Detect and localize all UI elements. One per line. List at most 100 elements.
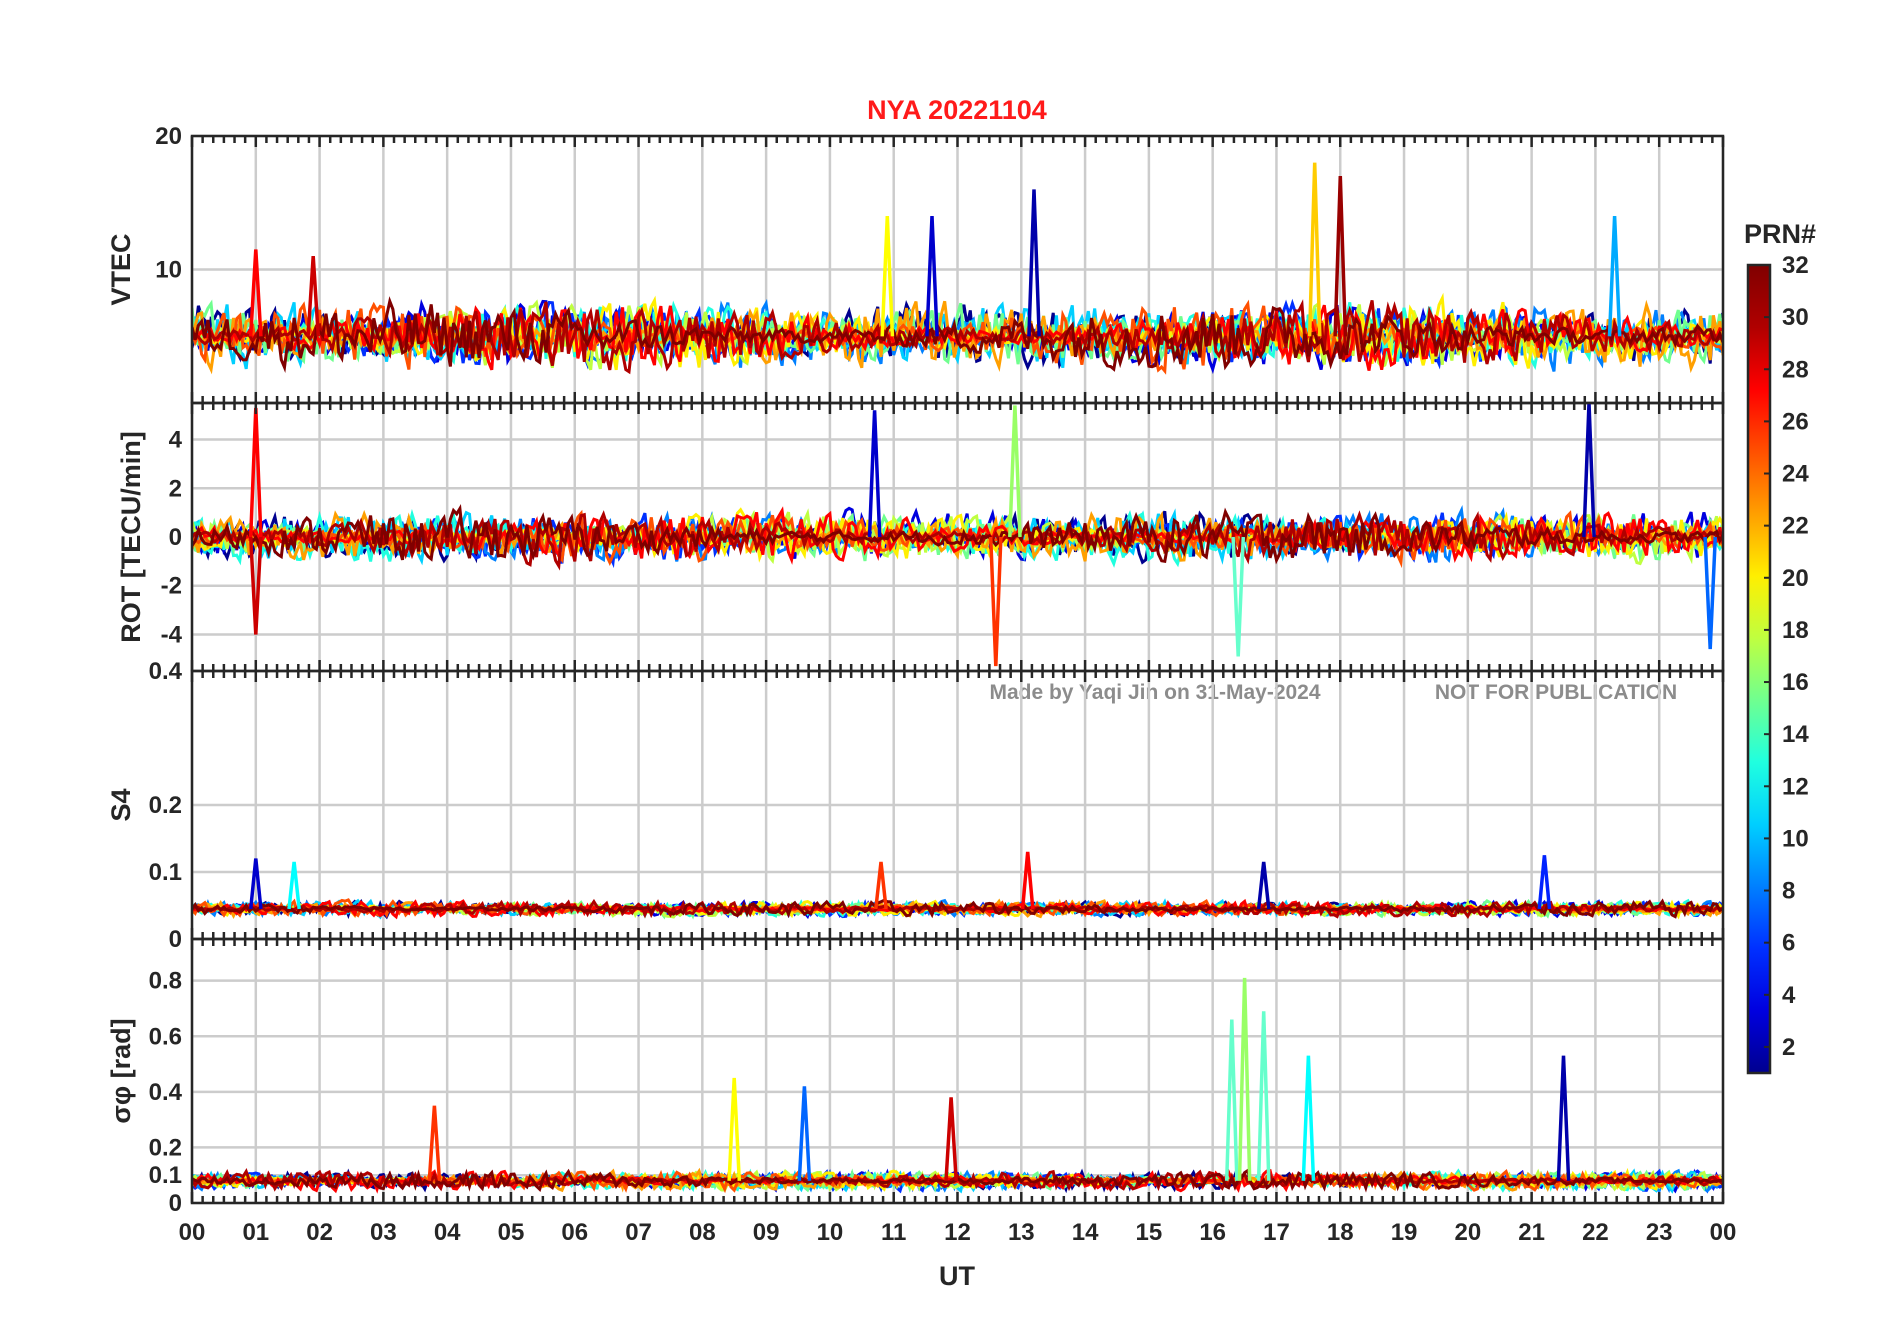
x-tick-labels: 00 01 02 03 04 05 06 07 08 09 10 11 12 13 14 15 16 17 18 19… bbox=[179, 1219, 1737, 1246]
y-tick-label: 0 bbox=[169, 524, 182, 551]
colorbar-tick-label: 26 bbox=[1782, 408, 1809, 435]
x-tick-label: 00 bbox=[1710, 1219, 1737, 1246]
y-tick-label: 0.2 bbox=[149, 792, 182, 819]
series-peak bbox=[248, 536, 263, 635]
y-tick-label: 0.8 bbox=[149, 968, 182, 995]
x-tick-label: 04 bbox=[434, 1219, 461, 1246]
x-tick-label: 08 bbox=[689, 1219, 716, 1246]
colorbar-tick-label: 16 bbox=[1782, 669, 1809, 696]
series-peak bbox=[925, 216, 939, 337]
series-group bbox=[192, 977, 1723, 1194]
watermark-notice: NOT FOR PUBLICATION bbox=[1435, 681, 1677, 704]
colorbar-tick-label: 20 bbox=[1782, 565, 1809, 592]
x-tick-label: 19 bbox=[1391, 1219, 1418, 1246]
x-tick-label: 22 bbox=[1582, 1219, 1609, 1246]
series-peak bbox=[727, 1077, 742, 1181]
series-peak bbox=[1607, 216, 1622, 337]
x-tick-label: 18 bbox=[1327, 1219, 1354, 1246]
x-tick-label: 02 bbox=[306, 1219, 333, 1246]
x-tick-label: 16 bbox=[1199, 1219, 1226, 1246]
series-peak bbox=[1703, 536, 1718, 650]
panel-s4: 0 0.1 0.2 0.4 S4 bbox=[106, 658, 1725, 953]
colorbar-tick-label: 8 bbox=[1782, 878, 1795, 905]
series-peak bbox=[427, 1105, 442, 1181]
colorbar-tick-label: 4 bbox=[1782, 982, 1796, 1009]
series-peak bbox=[248, 249, 263, 337]
y-tick-label: 0.1 bbox=[149, 859, 182, 886]
x-axis-label: UT bbox=[939, 1261, 975, 1291]
x-tick-label: 13 bbox=[1008, 1219, 1035, 1246]
series-peak bbox=[1301, 1055, 1316, 1181]
panel-vtec: 10 20 VTEC bbox=[106, 123, 1725, 405]
x-tick-label: 20 bbox=[1454, 1219, 1481, 1246]
watermark-author: Made by Yaqi Jin on 31-May-2024 bbox=[989, 681, 1320, 704]
y-tick-label: 0.4 bbox=[149, 1079, 183, 1106]
colorbar-tick-label: 24 bbox=[1782, 461, 1809, 488]
x-tick-label: 01 bbox=[242, 1219, 269, 1246]
series-line bbox=[192, 296, 1723, 374]
colorbar-tick-label: 2 bbox=[1782, 1034, 1795, 1061]
y-tick-label: 20 bbox=[155, 123, 182, 150]
colorbar-label: PRN# bbox=[1744, 219, 1816, 249]
series-peak bbox=[306, 255, 321, 337]
x-tick-label: 05 bbox=[498, 1219, 525, 1246]
series-peak bbox=[874, 861, 888, 910]
series-line bbox=[192, 898, 1723, 919]
x-ticks bbox=[190, 403, 1725, 671]
colorbar-tick-label: 14 bbox=[1782, 721, 1809, 748]
series-peak bbox=[1224, 1019, 1239, 1181]
series-peak bbox=[1020, 851, 1035, 910]
series-peak bbox=[797, 1086, 812, 1181]
x-tick-label: 23 bbox=[1646, 1219, 1673, 1246]
series-peak bbox=[1256, 1011, 1271, 1181]
x-ticks bbox=[190, 939, 1725, 1203]
colorbar-scale bbox=[1746, 263, 1772, 1075]
series-peak bbox=[248, 858, 263, 910]
series-peak bbox=[1237, 977, 1252, 1181]
y-tick-label: -4 bbox=[161, 621, 183, 648]
y-tick-label: 2 bbox=[169, 475, 182, 502]
y-axis-label: S4 bbox=[106, 788, 136, 821]
series-peak bbox=[988, 536, 1003, 667]
x-tick-label: 12 bbox=[944, 1219, 971, 1246]
series-line bbox=[192, 504, 1723, 565]
x-tick-label: 07 bbox=[625, 1219, 652, 1246]
x-tick-label: 10 bbox=[817, 1219, 844, 1246]
x-tick-label: 17 bbox=[1263, 1219, 1290, 1246]
series-line bbox=[192, 509, 1723, 569]
x-tick-label: 00 bbox=[179, 1219, 206, 1246]
y-tick-label: 0 bbox=[169, 1190, 182, 1217]
series-peak bbox=[1231, 536, 1246, 657]
chart-title: NYA 20221104 bbox=[867, 95, 1047, 125]
colorbar-tick-label: 6 bbox=[1782, 930, 1795, 957]
series-peak bbox=[944, 1097, 958, 1181]
colorbar-tick-label: 30 bbox=[1782, 304, 1809, 331]
panel-sigma_phi: 00.10.2 0.4 0.6 0.8 σφ [rad] bbox=[106, 937, 1725, 1217]
y-axis-label: VTEC bbox=[106, 233, 136, 305]
y-tick-label: 0.2 bbox=[149, 1134, 182, 1161]
grid bbox=[190, 671, 1725, 941]
y-tick-label: -2 bbox=[161, 573, 182, 600]
y-tick-label: 0 bbox=[169, 926, 182, 953]
colorbar-tick-label: 32 bbox=[1782, 252, 1809, 279]
series-peak bbox=[867, 410, 882, 538]
series-peak bbox=[1556, 1055, 1571, 1181]
colorbar-tick-label: 10 bbox=[1782, 825, 1809, 852]
x-tick-label: 09 bbox=[753, 1219, 780, 1246]
series-peak bbox=[1307, 162, 1322, 337]
x-tick-label: 14 bbox=[1072, 1219, 1099, 1246]
y-axis-label: ROT [TECU/min] bbox=[116, 431, 146, 642]
y-tick-label: 0.1 bbox=[149, 1162, 182, 1189]
y-tick-label: 0.6 bbox=[149, 1023, 182, 1050]
colorbar-tick-label: 28 bbox=[1782, 356, 1809, 383]
x-tick-label: 06 bbox=[561, 1219, 588, 1246]
series-peak bbox=[1256, 861, 1271, 910]
series-group bbox=[192, 851, 1723, 920]
series-peak bbox=[1008, 405, 1022, 538]
series-peak bbox=[287, 861, 301, 910]
x-tick-label: 03 bbox=[370, 1219, 397, 1246]
series-peak bbox=[1333, 176, 1348, 337]
y-tick-label: 0.4 bbox=[149, 658, 183, 685]
series-peak bbox=[880, 216, 895, 337]
